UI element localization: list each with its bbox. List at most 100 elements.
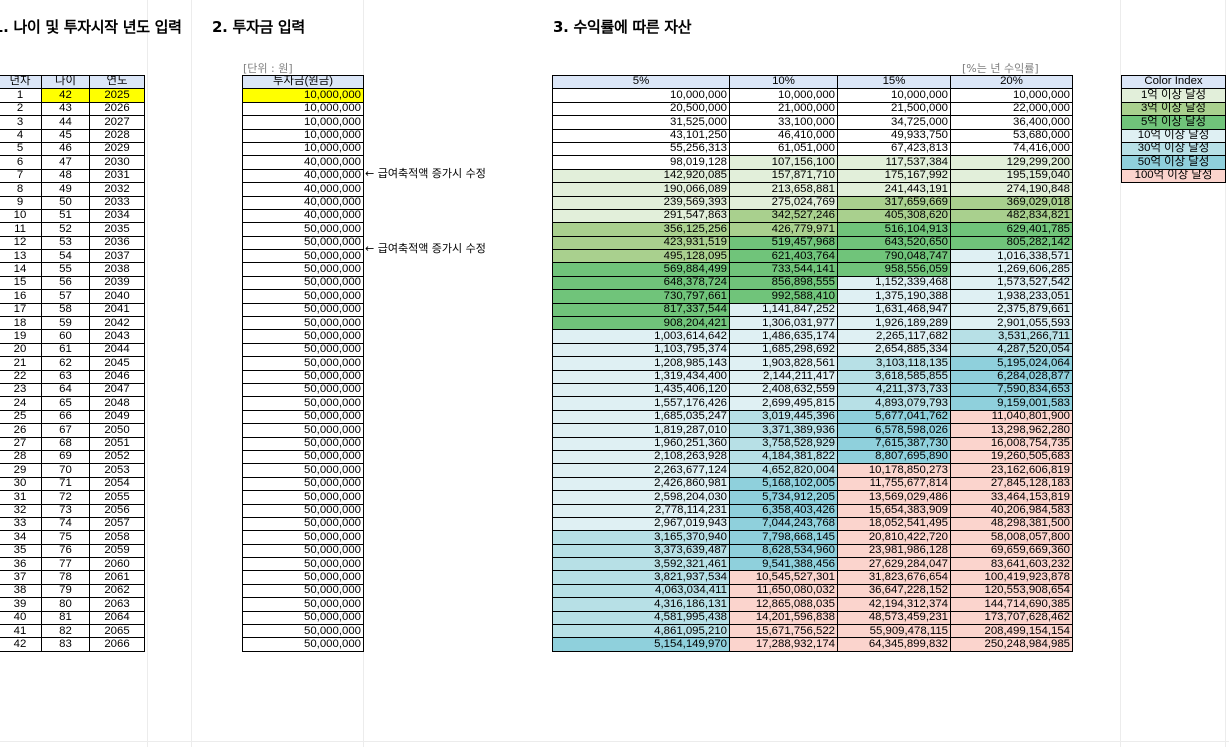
- investment-cell: 50,000,000: [242, 637, 364, 652]
- asset-value-cell: 175,167,992: [837, 168, 951, 184]
- age-row: 8 49 2032: [0, 182, 145, 197]
- section1-heading: 1. 나이 및 투자시작 년도 입력: [0, 18, 182, 36]
- investment-cell: 10,000,000: [242, 128, 364, 143]
- investment-row: 50,000,000: [242, 597, 364, 612]
- investment-row: 50,000,000: [242, 382, 364, 398]
- asset-value-cell: 33,464,153,819: [950, 490, 1073, 505]
- asset-value-cell: 1,003,614,642: [552, 329, 730, 344]
- asset-value-cell: 213,658,881: [729, 182, 838, 197]
- color-index-item: 1억 이상 달성: [1121, 88, 1226, 103]
- age-cell: 44: [41, 115, 90, 130]
- asset-value-cell: 1,152,339,468: [837, 275, 951, 291]
- age-row: 38 79 2062: [0, 583, 145, 599]
- rate-col-header: 10%: [729, 74, 838, 90]
- asset-value-cell: 423,931,519: [552, 235, 730, 251]
- age-cell: 77: [41, 557, 90, 572]
- asset-value-cell: 69,659,669,360: [950, 543, 1073, 559]
- investment-row: 50,000,000: [242, 262, 364, 277]
- age-row: 11 52 2035: [0, 222, 145, 237]
- rate-col-header: 15%: [837, 74, 951, 90]
- year-index-cell: 33: [0, 516, 42, 532]
- age-row: 27 68 2051: [0, 436, 145, 451]
- asset-value-cell: 49,933,750: [837, 128, 951, 143]
- investment-row: 50,000,000: [242, 557, 364, 572]
- age-row: 40 81 2064: [0, 610, 145, 626]
- asset-row: 10,000,000 10,000,000 10,000,000 10,000,000: [552, 88, 1073, 103]
- age-cell: 42: [41, 88, 90, 103]
- asset-value-cell: 10,000,000: [729, 88, 838, 103]
- color-index-row: 3억 이상 달성: [1121, 101, 1226, 117]
- asset-row: 4,861,095,210 15,671,756,522 55,909,478,11…: [552, 624, 1073, 639]
- year-cell: 2033: [89, 195, 145, 210]
- asset-row: 5,154,149,970 17,288,932,174 64,345,899,83…: [552, 637, 1073, 652]
- year-cell: 2063: [89, 597, 145, 612]
- investment-row: 50,000,000: [242, 409, 364, 425]
- age-cell: 65: [41, 396, 90, 411]
- asset-value-cell: 48,573,459,231: [837, 610, 951, 626]
- age-cell: 61: [41, 342, 90, 358]
- investment-row: 50,000,000: [242, 503, 364, 518]
- age-cell: 79: [41, 583, 90, 599]
- asset-value-cell: 405,308,620: [837, 208, 951, 224]
- asset-value-cell: 33,100,000: [729, 115, 838, 130]
- asset-value-cell: 4,184,381,822: [729, 449, 838, 465]
- asset-value-cell: 629,401,785: [950, 222, 1073, 237]
- asset-value-cell: 733,544,141: [729, 262, 838, 277]
- asset-value-cell: 958,556,059: [837, 262, 951, 277]
- age-cell: 83: [41, 637, 90, 652]
- asset-row: 1,435,406,120 2,408,632,559 4,211,373,733 7…: [552, 382, 1073, 398]
- age-row: 28 69 2052: [0, 449, 145, 465]
- asset-value-cell: 805,282,142: [950, 235, 1073, 251]
- asset-value-cell: 10,000,000: [837, 88, 951, 103]
- asset-value-cell: 19,260,505,683: [950, 449, 1073, 465]
- asset-value-cell: 1,557,176,426: [552, 396, 730, 411]
- asset-value-cell: 516,104,913: [837, 222, 951, 237]
- age-row: 21 62 2045: [0, 356, 145, 371]
- asset-row: 3,165,370,940 7,798,668,145 20,810,422,720…: [552, 530, 1073, 545]
- asset-value-cell: 1,573,527,542: [950, 275, 1073, 291]
- asset-value-cell: 426,779,971: [729, 222, 838, 237]
- age-col-header: 년차: [0, 74, 42, 90]
- asset-value-cell: 3,373,639,487: [552, 543, 730, 559]
- investment-cell: 50,000,000: [242, 583, 364, 599]
- year-index-cell: 29: [0, 463, 42, 478]
- year-index-cell: 28: [0, 449, 42, 465]
- asset-value-cell: 317,659,669: [837, 195, 951, 210]
- asset-value-cell: 15,654,383,909: [837, 503, 951, 518]
- asset-value-cell: 58,008,057,800: [950, 530, 1073, 545]
- asset-value-cell: 2,144,211,417: [729, 369, 838, 384]
- age-row: 24 65 2048: [0, 396, 145, 411]
- age-cell: 69: [41, 449, 90, 465]
- year-index-cell: 15: [0, 275, 42, 291]
- asset-value-cell: 4,316,186,131: [552, 597, 730, 612]
- asset-row: 2,967,019,943 7,044,243,768 18,052,541,495…: [552, 516, 1073, 532]
- asset-value-cell: 36,647,228,152: [837, 583, 951, 599]
- investment-cell: 50,000,000: [242, 570, 364, 585]
- asset-value-cell: 1,016,338,571: [950, 249, 1073, 264]
- year-index-cell: 17: [0, 302, 42, 318]
- color-index-row: 50억 이상 달성: [1121, 155, 1226, 170]
- salary-change-note: ← 급여축적액 증가시 수정: [365, 242, 486, 255]
- age-row: 1 42 2025: [0, 88, 145, 103]
- year-cell: 2047: [89, 382, 145, 398]
- age-cell: 70: [41, 463, 90, 478]
- year-index-cell: 39: [0, 597, 42, 612]
- investment-row: 50,000,000: [242, 637, 364, 652]
- year-cell: 2046: [89, 369, 145, 384]
- investment-row: 50,000,000: [242, 624, 364, 639]
- year-cell: 2042: [89, 316, 145, 331]
- age-row: 4 45 2028: [0, 128, 145, 143]
- year-cell: 2049: [89, 409, 145, 425]
- year-index-cell: 16: [0, 289, 42, 304]
- asset-row: 1,208,985,143 1,903,828,561 3,103,118,135 5…: [552, 356, 1073, 371]
- asset-value-cell: 2,778,114,231: [552, 503, 730, 518]
- asset-value-cell: 2,699,495,815: [729, 396, 838, 411]
- age-cell: 64: [41, 382, 90, 398]
- year-cell: 2058: [89, 530, 145, 545]
- age-cell: 46: [41, 141, 90, 157]
- asset-value-cell: 27,845,128,183: [950, 476, 1073, 492]
- investment-table: 투자금(원금) 10,000,000 10,000,000 10,000,000 10…: [242, 74, 364, 652]
- asset-value-cell: 12,865,088,035: [729, 597, 838, 612]
- asset-value-cell: 3,371,389,936: [729, 423, 838, 438]
- asset-value-cell: 1,141,847,252: [729, 302, 838, 318]
